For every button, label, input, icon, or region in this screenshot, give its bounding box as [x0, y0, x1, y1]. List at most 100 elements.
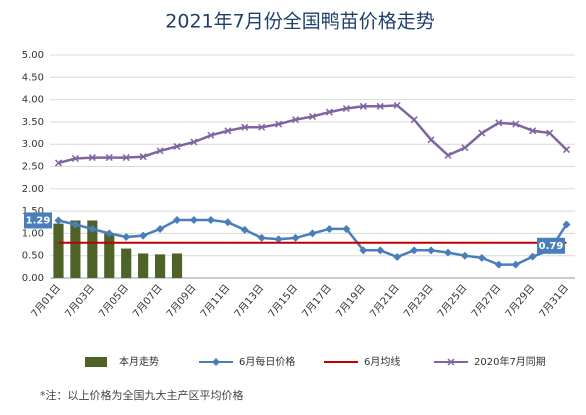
point-marker: [308, 113, 317, 121]
x-tick-label: 7月25日: [435, 282, 469, 320]
point-marker: [275, 120, 283, 128]
x-tick-label: 7月23日: [401, 282, 435, 320]
point-marker: [156, 147, 164, 155]
y-tick-label: 3.00: [22, 139, 44, 150]
point-marker: [105, 154, 113, 162]
point-marker: [529, 127, 537, 135]
point-marker: [54, 216, 63, 225]
point-marker: [359, 246, 368, 255]
point-marker: [325, 224, 334, 233]
y-tick-label: 4.00: [22, 95, 44, 106]
x-tick-label: 7月07日: [130, 282, 164, 320]
x-tick-label: 7月19日: [334, 282, 368, 320]
point-marker: [546, 129, 554, 137]
point-marker: [207, 131, 215, 139]
point-marker: [477, 253, 486, 262]
x-tick-label: 7月21日: [367, 282, 401, 320]
point-marker: [461, 144, 469, 152]
point-marker: [223, 218, 232, 227]
point-marker: [460, 251, 469, 260]
point-marker: [105, 229, 114, 238]
point-marker: [88, 154, 96, 162]
point-marker: [393, 101, 401, 109]
point-marker: [224, 127, 232, 135]
chart-title: 2021年7月份全国鸭苗价格走势: [165, 11, 434, 33]
x-tick-label: 7月15日: [266, 282, 300, 320]
x-tick-label: 7月13日: [232, 282, 266, 320]
point-marker: [342, 224, 351, 233]
bar: [138, 253, 149, 278]
bar: [104, 233, 115, 278]
legend-label: 6月均线: [364, 355, 400, 368]
y-tick-label: 2.50: [22, 162, 44, 173]
point-marker: [376, 246, 385, 255]
point-marker: [54, 159, 62, 167]
point-marker: [359, 102, 367, 110]
point-marker: [562, 220, 571, 229]
legend-marker: [212, 358, 220, 366]
legend-label: 2020年7月同期: [474, 355, 546, 368]
x-tick-label: 7月27日: [469, 282, 503, 320]
point-marker: [173, 142, 181, 150]
point-marker: [240, 225, 249, 234]
point-marker: [292, 116, 300, 124]
bar: [171, 253, 183, 278]
point-marker: [342, 104, 350, 113]
legend-marker: [447, 358, 455, 366]
y-tick-label: 0.00: [22, 273, 44, 284]
value-label: 1.29: [26, 215, 51, 226]
point-marker: [325, 108, 333, 116]
value-label: 0.79: [539, 241, 564, 252]
bar: [155, 254, 166, 278]
point-marker: [71, 220, 80, 229]
legend-swatch: [85, 357, 107, 367]
x-tick-label: 7月31日: [537, 282, 571, 320]
point-marker: [376, 102, 384, 110]
point-marker: [291, 233, 300, 242]
bar: [121, 248, 132, 278]
point-marker: [528, 252, 537, 261]
point-marker: [139, 153, 147, 161]
x-tick-label: 7月11日: [198, 282, 232, 320]
legend-label: 6月每日价格: [239, 355, 295, 368]
point-marker: [241, 123, 249, 131]
x-tick-label: 7月01日: [29, 282, 63, 320]
y-tick-label: 2.00: [22, 184, 44, 195]
point-marker: [71, 154, 79, 163]
x-tick-label: 7月05日: [96, 282, 130, 320]
chart-note: *注：以上价格为全国九大主产区平均价格: [40, 388, 244, 402]
point-marker: [173, 216, 182, 225]
point-marker: [189, 216, 198, 225]
bar: [70, 220, 81, 278]
legend-label: 本月走势: [119, 355, 159, 368]
bar: [53, 223, 64, 278]
point-marker: [478, 129, 486, 137]
y-tick-label: 3.50: [22, 117, 44, 128]
point-marker: [88, 224, 97, 233]
value-label-box: [24, 212, 52, 229]
point-marker: [494, 260, 503, 269]
x-tick-label: 7月09日: [164, 282, 198, 320]
y-tick-label: 1.00: [22, 228, 44, 239]
x-tick-label: 7月17日: [300, 282, 334, 320]
point-marker: [206, 216, 215, 225]
point-marker: [410, 116, 418, 124]
point-marker: [308, 229, 317, 238]
point-marker: [427, 136, 435, 144]
point-marker: [511, 260, 520, 269]
point-marker: [563, 146, 571, 154]
series-line: [58, 104, 568, 165]
value-label-box: [537, 237, 565, 254]
point-marker: [122, 232, 131, 241]
point-marker: [393, 253, 402, 262]
point-marker: [495, 119, 503, 127]
point-marker: [122, 154, 130, 162]
x-tick-label: 7月29日: [503, 282, 537, 320]
y-tick-label: 1.50: [22, 206, 44, 217]
point-marker: [427, 246, 436, 255]
point-marker: [444, 151, 452, 159]
point-marker: [443, 248, 452, 257]
point-marker: [258, 123, 266, 131]
